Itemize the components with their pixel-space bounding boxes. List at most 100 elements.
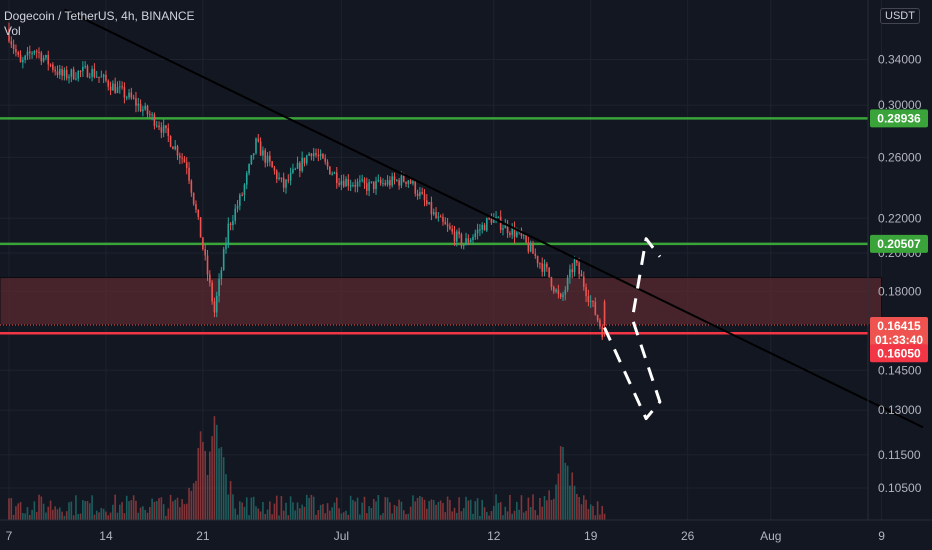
volume-bar (236, 514, 239, 520)
symbol-title[interactable]: Dogecoin / TetherUS, 4h, BINANCE (4, 9, 195, 23)
candle-body (488, 218, 490, 220)
volume-bar (476, 498, 479, 520)
price-tick-label: 0.14500 (878, 363, 922, 377)
candle-body (370, 181, 373, 183)
candle-body (345, 179, 347, 187)
volume-bar (259, 511, 262, 520)
volume-bar (278, 515, 280, 520)
volume-bar (33, 501, 36, 520)
volume-bar (188, 487, 190, 520)
candle-body (486, 218, 488, 231)
candle-body (105, 74, 107, 81)
candle-body (465, 238, 467, 245)
volume-bar (204, 450, 207, 520)
candle-body (58, 69, 61, 75)
candle-body (596, 314, 599, 321)
zone-layer (0, 277, 883, 326)
drawings[interactable] (63, 8, 924, 429)
candle-body (416, 193, 419, 196)
volume-bar (91, 495, 93, 520)
volume-bar (546, 500, 548, 520)
candle-body (312, 153, 315, 157)
candle-body (211, 282, 213, 302)
volume-bar (509, 494, 511, 520)
volume-bar (220, 447, 223, 520)
price-tick-label: 0.11500 (878, 448, 921, 462)
volume-bar (562, 447, 564, 520)
candle-body (513, 227, 516, 237)
candle-body (183, 158, 186, 163)
candle-body (594, 302, 597, 315)
candle-body (511, 227, 514, 235)
candle-body (128, 92, 130, 98)
candle-body (70, 69, 73, 77)
candle-body (338, 183, 340, 185)
volume-bar (402, 510, 405, 520)
candle-body (234, 208, 237, 221)
volume-bar (42, 503, 45, 520)
price-tick-label: 0.26000 (878, 150, 922, 164)
candle-body (412, 181, 414, 184)
candle-body (236, 205, 239, 209)
volume-bar (310, 494, 313, 520)
volume-bar (269, 501, 271, 520)
volume-bar (354, 501, 357, 520)
volume-bar (190, 490, 193, 520)
candle-body (329, 166, 331, 175)
volume-bar (77, 514, 80, 520)
volume-bar (95, 510, 98, 520)
volume-bar (576, 493, 578, 520)
volume-bar (400, 501, 403, 520)
volume-bar (504, 506, 507, 520)
candle-body (474, 233, 477, 238)
volume-bar (430, 499, 433, 520)
volume-bar (52, 509, 54, 520)
candle-body (252, 153, 255, 156)
candle-body (400, 175, 403, 186)
volume-bar (329, 510, 331, 520)
volume-bar (72, 515, 75, 520)
candle-body (271, 161, 273, 168)
volume-bar (35, 511, 38, 520)
volume-legend[interactable]: Vol (4, 24, 21, 38)
volume-bar (414, 501, 417, 520)
candle-body (442, 216, 444, 222)
volume-bar (153, 501, 156, 520)
volume-bar (361, 502, 363, 520)
candle-body (95, 76, 98, 78)
volume-bar (349, 495, 352, 520)
volume-bar (282, 510, 285, 520)
volume-bar (40, 496, 43, 520)
time-tick-label: 26 (681, 529, 695, 543)
candle-body (449, 226, 451, 229)
candle-body (423, 193, 426, 201)
candle-body (305, 155, 308, 164)
volume-bar (596, 501, 599, 520)
volume-bar (342, 512, 345, 520)
supply-demand-zone (0, 277, 883, 326)
volume-bar (532, 494, 534, 520)
volume-bar (419, 495, 421, 520)
volume-bar (79, 513, 82, 520)
horizontal-levels[interactable] (0, 117, 868, 335)
volume-bar (245, 497, 248, 520)
volume-bar (262, 501, 264, 520)
volume-bar (202, 441, 204, 520)
candle-body (405, 181, 407, 184)
volume-bar (601, 505, 604, 520)
volume-bar (428, 500, 430, 520)
candle-body (578, 262, 580, 275)
volume-bar (70, 501, 73, 520)
volume-bar (412, 495, 414, 520)
currency-unit-button[interactable]: USDT (880, 8, 920, 24)
volume-bar (368, 506, 370, 520)
volume-bar (472, 513, 474, 520)
candle-body (123, 86, 126, 98)
volume-bar (63, 515, 66, 520)
volume-bar (144, 509, 146, 520)
candle-body (294, 168, 297, 170)
candle-body (229, 223, 232, 225)
volume-bar (28, 515, 31, 520)
